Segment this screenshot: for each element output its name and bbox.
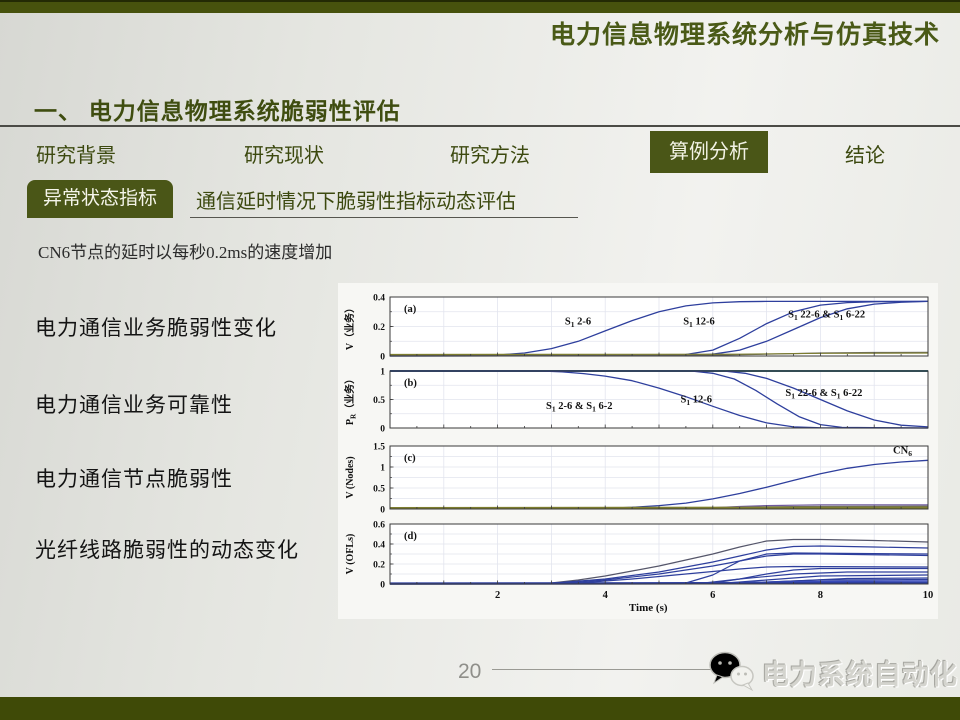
svg-text:V（业务）: V（业务）	[343, 303, 356, 350]
svg-text:CN6: CN6	[893, 446, 912, 459]
svg-text:S1 2-6: S1 2-6	[565, 316, 591, 329]
svg-text:0.5: 0.5	[373, 396, 385, 406]
svg-text:(d): (d)	[404, 531, 417, 542]
svg-text:0.2: 0.2	[373, 561, 385, 571]
watermark: 电力系统自动化	[708, 650, 958, 694]
svg-text:S1 12-6: S1 12-6	[683, 316, 715, 329]
deck-title: 电力信息物理系统分析与仿真技术	[549, 22, 940, 49]
svg-text:S1 12-6: S1 12-6	[681, 394, 713, 407]
vulnerability-charts: 0 0.2 0.4 (a) V（业务） S1 2-6 S1 12-6 S1 22-6 & S1…	[343, 294, 934, 615]
svg-text:0: 0	[380, 353, 385, 363]
heading-rule	[0, 125, 960, 127]
tab-conclusion[interactable]: 结论	[845, 145, 885, 167]
svg-text:S1 2-6 & S1 6-2: S1 2-6 & S1 6-2	[546, 401, 613, 414]
delay-note: CN6节点的延时以每秒0.2ms的速度增加	[38, 243, 333, 262]
svg-text:2: 2	[495, 590, 500, 601]
svg-text:(b): (b)	[404, 378, 417, 389]
svg-text:1: 1	[380, 368, 385, 378]
svg-text:10: 10	[923, 590, 934, 601]
svg-text:0: 0	[380, 506, 385, 516]
svg-text:0: 0	[380, 425, 385, 435]
svg-text:Time (s): Time (s)	[629, 602, 668, 614]
row-label-service-reliability: 电力通信业务可靠性	[35, 393, 233, 417]
tab-case-analysis[interactable]: 算例分析	[650, 131, 768, 173]
svg-text:1.5: 1.5	[373, 443, 385, 453]
svg-text:0.4: 0.4	[373, 541, 385, 551]
svg-text:S1 22-6 & S1 6-22: S1 22-6 & S1 6-22	[785, 388, 862, 401]
svg-text:(c): (c)	[404, 453, 416, 464]
row-label-node-vulnerability: 电力通信节点脆弱性	[35, 467, 233, 491]
page-number: 20	[458, 660, 482, 683]
wechat-icon	[709, 651, 754, 692]
svg-text:0.2: 0.2	[373, 323, 385, 333]
svg-text:S1 22-6 & S1 6-22: S1 22-6 & S1 6-22	[788, 310, 865, 323]
svg-text:PR（业务）: PR（业务）	[343, 374, 358, 425]
svg-text:0.5: 0.5	[373, 485, 385, 495]
tab-research-method[interactable]: 研究方法	[450, 145, 530, 167]
tab-research-background[interactable]: 研究背景	[36, 145, 116, 167]
tab-research-status[interactable]: 研究现状	[244, 145, 324, 167]
svg-text:0.4: 0.4	[373, 294, 385, 304]
top-bar	[0, 0, 960, 13]
row-label-service-vulnerability: 电力通信业务脆弱性变化	[35, 316, 277, 340]
bottom-bar	[0, 697, 960, 720]
svg-text:0: 0	[380, 581, 385, 591]
svg-text:1: 1	[380, 464, 385, 474]
abnormal-state-indicator-badge: 异常状态指标	[27, 180, 173, 218]
subheader-title: 通信延时情况下脆弱性指标动态评估	[196, 191, 516, 213]
svg-text:4: 4	[603, 590, 609, 601]
watermark-text: 电力系统自动化	[762, 659, 958, 690]
section-heading: 一、 电力信息物理系统脆弱性评估	[34, 99, 401, 124]
svg-text:6: 6	[710, 590, 715, 601]
svg-text:0.6: 0.6	[373, 521, 385, 531]
subheader-rule	[190, 217, 578, 218]
svg-text:(a): (a)	[404, 304, 417, 315]
svg-text:V (Nodes): V (Nodes)	[345, 456, 356, 498]
svg-text:V (OFLs): V (OFLs)	[345, 534, 356, 575]
row-label-fiber-vulnerability: 光纤线路脆弱性的动态变化	[35, 538, 299, 562]
svg-text:8: 8	[818, 590, 823, 601]
footer-divider	[492, 669, 740, 670]
